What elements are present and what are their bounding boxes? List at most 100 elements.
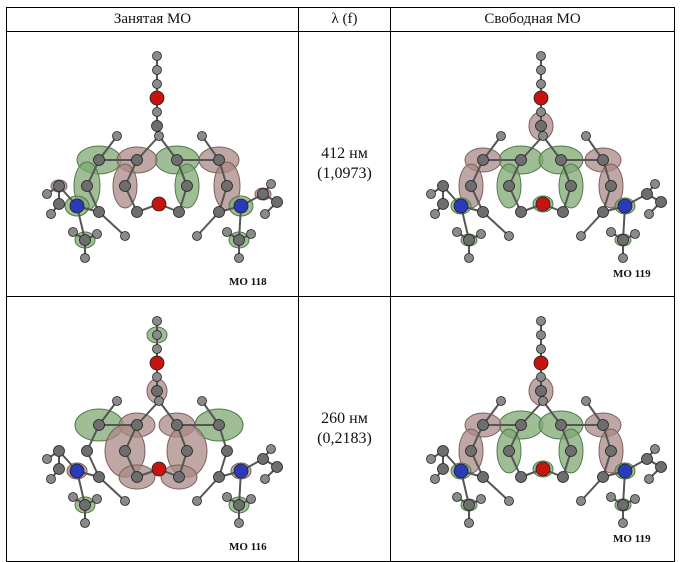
atom: [92, 494, 102, 504]
atom: [463, 499, 475, 511]
table-row: MO 118 412 нм (1,0973) MO 119: [6, 31, 675, 297]
atom: [93, 206, 105, 218]
atom: [222, 492, 232, 502]
atom: [152, 51, 162, 61]
atom: [233, 198, 249, 214]
atom: [42, 454, 52, 464]
atom: [149, 355, 165, 371]
atom: [112, 396, 122, 406]
atom: [477, 471, 489, 483]
atom: [644, 209, 654, 219]
atom: [557, 206, 569, 218]
atom: [605, 180, 617, 192]
atom: [630, 229, 640, 239]
header-occupied: Занятая МО: [6, 7, 299, 32]
oscillator-strength: (1,0973): [317, 165, 372, 182]
atom: [222, 227, 232, 237]
atom: [477, 206, 489, 218]
atom: [151, 385, 163, 397]
atom: [650, 444, 660, 454]
atom: [213, 154, 225, 166]
header-lambda: λ (f): [298, 7, 391, 32]
atom: [515, 471, 527, 483]
atom: [504, 231, 514, 241]
orbital-caption: MO 119: [613, 268, 651, 280]
atom: [42, 189, 52, 199]
atom: [515, 206, 527, 218]
atom: [618, 518, 628, 528]
atom: [437, 463, 449, 475]
atom: [234, 253, 244, 263]
atom: [536, 51, 546, 61]
atom: [173, 471, 185, 483]
atom: [81, 445, 93, 457]
atom: [93, 419, 105, 431]
atom: [152, 107, 162, 117]
atom: [504, 496, 514, 506]
atom: [641, 188, 653, 200]
atom: [477, 154, 489, 166]
atom: [246, 229, 256, 239]
atom: [581, 131, 591, 141]
molecule-orbital-image: [426, 51, 667, 263]
atom: [535, 196, 551, 212]
wavelength-value: 260 нм: [321, 410, 368, 427]
orbital-caption: MO 119: [613, 533, 651, 545]
atom: [221, 180, 233, 192]
atom: [152, 65, 162, 75]
atom: [536, 65, 546, 75]
atom: [233, 499, 245, 511]
atom: [221, 445, 233, 457]
atom: [536, 330, 546, 340]
atom: [260, 209, 270, 219]
atom: [46, 474, 56, 484]
atom: [565, 445, 577, 457]
atom: [257, 453, 269, 465]
atom: [152, 79, 162, 89]
atom: [131, 471, 143, 483]
atom: [617, 499, 629, 511]
atom: [641, 453, 653, 465]
atom: [171, 154, 183, 166]
atom: [536, 316, 546, 326]
atom: [477, 419, 489, 431]
atom: [53, 198, 65, 210]
atom: [536, 107, 546, 117]
oscillator-strength: (0,2183): [317, 430, 372, 447]
atom: [173, 206, 185, 218]
atom: [120, 496, 130, 506]
atom: [606, 492, 616, 502]
atom: [617, 198, 633, 214]
atom: [192, 496, 202, 506]
atom: [476, 229, 486, 239]
atom: [154, 131, 164, 141]
atom: [197, 131, 207, 141]
atom: [555, 419, 567, 431]
atom: [68, 227, 78, 237]
atom: [151, 461, 167, 477]
atom: [565, 180, 577, 192]
header-vacant: Свободная МО: [390, 7, 675, 32]
atom: [266, 444, 276, 454]
atom: [538, 396, 548, 406]
vacant-orbital-cell: MO 119: [390, 296, 675, 562]
atom: [650, 179, 660, 189]
wavelength-cell: 260 нм (0,2183): [298, 296, 391, 562]
atom: [617, 234, 629, 246]
mo-table: Занятая МО λ (f) Свободная МО MO 118 412…: [6, 7, 675, 562]
orbital-caption: MO 116: [229, 541, 267, 553]
atom: [53, 463, 65, 475]
atom: [515, 154, 527, 166]
atom: [464, 253, 474, 263]
vacant-orbital-cell: MO 119: [390, 31, 675, 297]
occupied-orbital-cell: MO 118: [6, 31, 299, 297]
atom: [79, 499, 91, 511]
atom: [93, 154, 105, 166]
atom: [452, 227, 462, 237]
atom: [266, 179, 276, 189]
atom: [538, 131, 548, 141]
atom: [453, 463, 469, 479]
atom: [597, 471, 609, 483]
molecule-orbital-image: [42, 316, 283, 528]
atom: [535, 385, 547, 397]
